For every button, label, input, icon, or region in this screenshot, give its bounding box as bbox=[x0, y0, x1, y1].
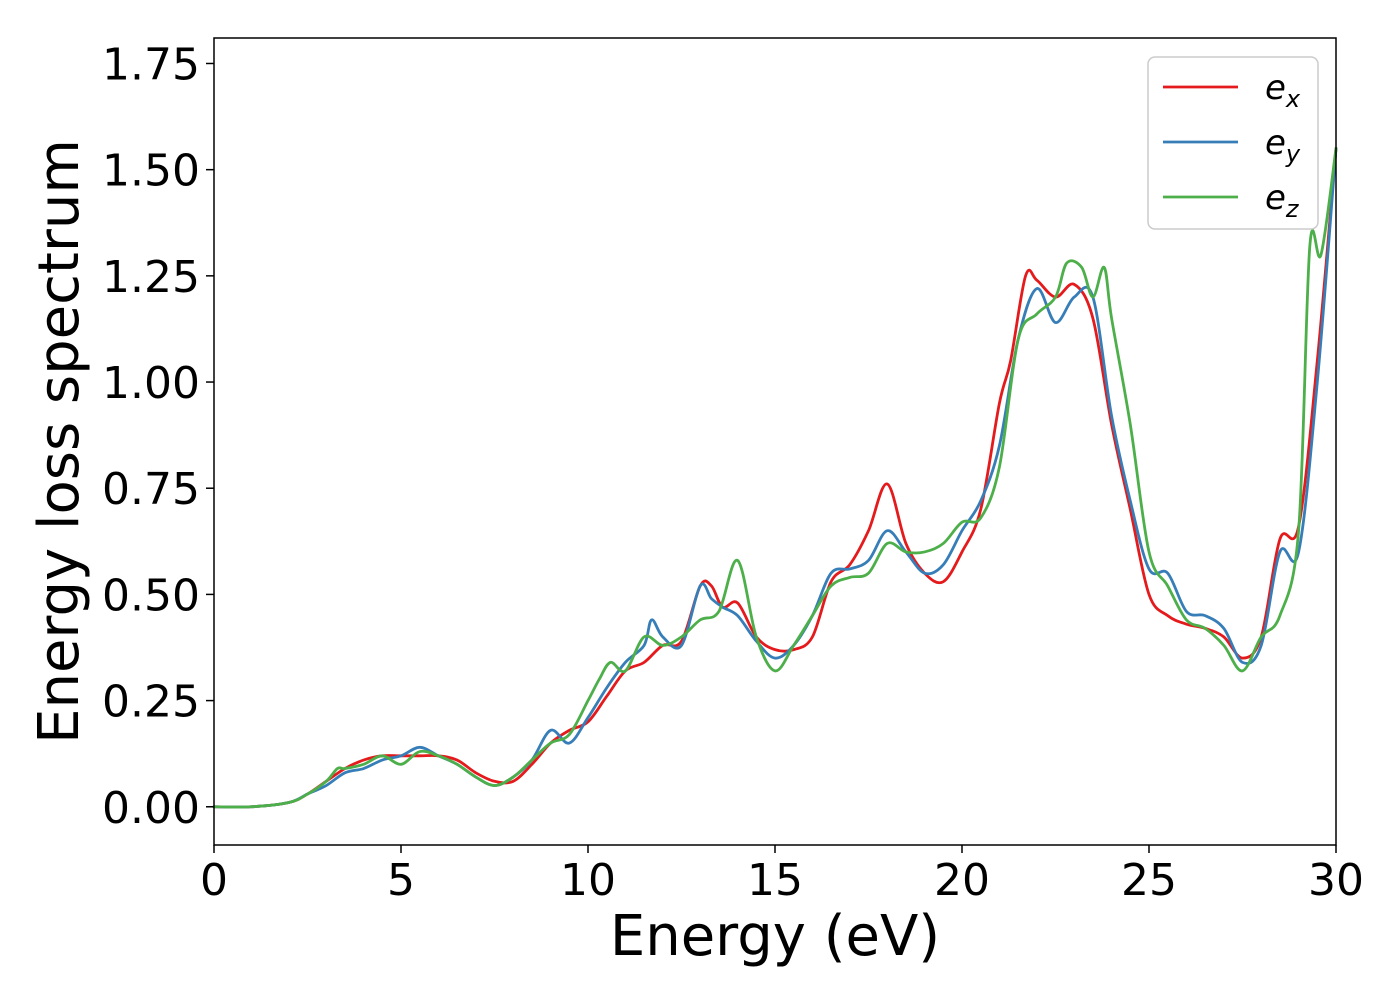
series-line-x bbox=[212, 147, 1338, 809]
y-tick-label: 0.25 bbox=[102, 677, 200, 728]
y-tick-label: 0.75 bbox=[102, 464, 200, 515]
x-tick-label: 15 bbox=[747, 855, 803, 906]
y-tick-label: 1.25 bbox=[102, 252, 200, 303]
x-tick-label: 20 bbox=[934, 855, 990, 906]
x-tick-label: 5 bbox=[387, 855, 415, 906]
y-tick-label: 0.50 bbox=[102, 570, 200, 621]
x-axis-title: Energy (eV) bbox=[610, 904, 940, 969]
legend: ex ey ez bbox=[1147, 56, 1319, 230]
y-tick-label: 1.75 bbox=[102, 39, 200, 90]
x-tick-label: 0 bbox=[200, 855, 228, 906]
y-tick-label: 1.50 bbox=[102, 146, 200, 197]
series-line-z bbox=[212, 147, 1338, 809]
legend-label-y: ey bbox=[1265, 123, 1301, 168]
x-tick-label: 25 bbox=[1121, 855, 1177, 906]
x-tick-label: 10 bbox=[560, 855, 616, 906]
legend-label-z: ez bbox=[1265, 178, 1300, 223]
legend-label-x: ex bbox=[1265, 68, 1301, 113]
series-layer bbox=[212, 147, 1338, 809]
y-tick-label: 1.00 bbox=[102, 358, 200, 409]
y-axis: 0.00 0.25 0.50 0.75 1.00 1.25 1.50 1.75 bbox=[102, 39, 214, 834]
x-tick-label: 30 bbox=[1308, 855, 1364, 906]
series-line-y bbox=[212, 147, 1338, 809]
y-tick-label: 0.00 bbox=[102, 783, 200, 834]
y-axis-title: Energy loss spectrum bbox=[27, 139, 92, 744]
x-axis: 0 5 10 15 20 25 30 bbox=[200, 845, 1364, 906]
